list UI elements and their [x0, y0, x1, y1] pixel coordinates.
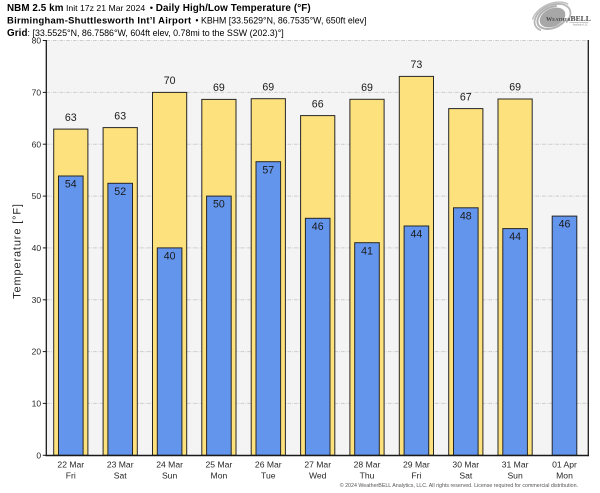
- svg-text:NBM 2.5 km Init 17z 21 Mar 202: NBM 2.5 km Init 17z 21 Mar 2024 • Daily …: [7, 3, 311, 14]
- svg-text:29 Mar: 29 Mar: [403, 459, 430, 469]
- svg-text:WEATHERBELL: WEATHERBELL: [546, 14, 591, 23]
- svg-text:© 2024 WeatherBELL Analytics,: © 2024 WeatherBELL Analytics, LLC. All r…: [340, 482, 578, 489]
- svg-text:66: 66: [312, 98, 324, 110]
- svg-text:Fri: Fri: [411, 470, 421, 480]
- svg-text:Grid: [33.5525°N, 86.7586°W, 6: Grid: [33.5525°N, 86.7586°W, 604ft elev,…: [7, 28, 284, 39]
- svg-text:Birmingham-Shuttlesworth Int’l: Birmingham-Shuttlesworth Int’l Airport •…: [7, 15, 366, 26]
- svg-text:27 Mar: 27 Mar: [304, 459, 331, 469]
- svg-text:73: 73: [411, 59, 423, 71]
- svg-text:Sat: Sat: [114, 470, 128, 480]
- svg-text:Wed: Wed: [309, 470, 327, 480]
- svg-text:69: 69: [262, 81, 274, 93]
- svg-text:57: 57: [262, 164, 274, 176]
- svg-text:20: 20: [32, 347, 42, 357]
- svg-text:Sat: Sat: [459, 470, 473, 480]
- svg-text:63: 63: [65, 112, 77, 124]
- svg-text:0: 0: [36, 450, 41, 460]
- svg-text:80: 80: [32, 36, 42, 46]
- svg-text:Mon: Mon: [556, 470, 573, 480]
- svg-text:69: 69: [509, 82, 521, 94]
- svg-text:70: 70: [32, 88, 42, 98]
- svg-text:69: 69: [361, 82, 373, 94]
- svg-text:63: 63: [114, 110, 126, 122]
- svg-text:69: 69: [213, 82, 225, 94]
- svg-text:30 Mar: 30 Mar: [452, 459, 479, 469]
- svg-text:Sun: Sun: [507, 470, 523, 480]
- svg-text:40: 40: [32, 243, 42, 253]
- svg-text:28 Mar: 28 Mar: [354, 459, 381, 469]
- svg-text:48: 48: [460, 210, 472, 222]
- svg-text:41: 41: [361, 245, 373, 257]
- svg-text:52: 52: [114, 186, 126, 198]
- svg-text:10: 10: [32, 399, 42, 409]
- svg-text:50: 50: [32, 191, 42, 201]
- svg-text:Mon: Mon: [211, 470, 228, 480]
- svg-text:Sun: Sun: [162, 470, 178, 480]
- svg-text:67: 67: [460, 91, 472, 103]
- svg-text:Tue: Tue: [261, 470, 276, 480]
- svg-text:60: 60: [32, 139, 42, 149]
- svg-text:70: 70: [164, 75, 176, 87]
- svg-text:44: 44: [509, 231, 521, 243]
- svg-text:23 Mar: 23 Mar: [107, 459, 134, 469]
- svg-text:30: 30: [32, 295, 42, 305]
- svg-text:44: 44: [411, 229, 423, 241]
- svg-text:22 Mar: 22 Mar: [57, 459, 84, 469]
- svg-text:26 Mar: 26 Mar: [255, 459, 282, 469]
- svg-text:24 Mar: 24 Mar: [156, 459, 183, 469]
- svg-text:46: 46: [559, 219, 571, 231]
- svg-text:01 Apr: 01 Apr: [552, 459, 577, 469]
- svg-text:Thu: Thu: [360, 470, 375, 480]
- svg-text:Analytics LLC: Analytics LLC: [573, 23, 589, 26]
- svg-text:46: 46: [312, 221, 324, 233]
- svg-text:40: 40: [164, 251, 176, 263]
- svg-text:Temperature [°F]: Temperature [°F]: [12, 203, 24, 299]
- svg-text:25 Mar: 25 Mar: [206, 459, 233, 469]
- svg-text:50: 50: [213, 199, 225, 211]
- svg-text:Fri: Fri: [66, 470, 76, 480]
- svg-text:54: 54: [65, 179, 77, 191]
- svg-text:31 Mar: 31 Mar: [502, 459, 529, 469]
